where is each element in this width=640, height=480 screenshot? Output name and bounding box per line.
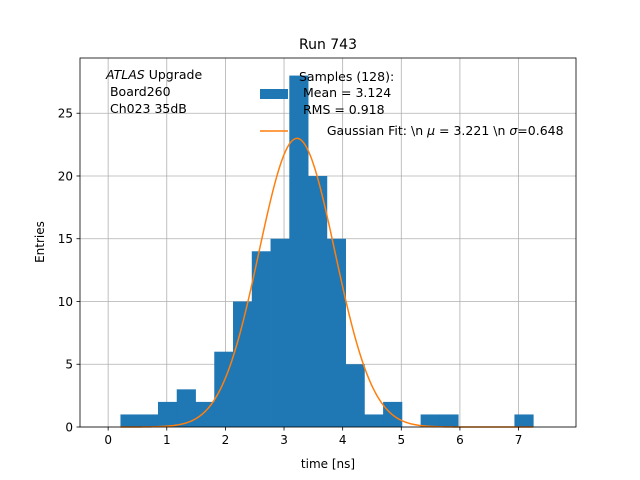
axes-frame <box>79 57 577 428</box>
legend-fit-part2: = 3.221 \n <box>435 123 509 138</box>
atlas-label: ATLAS <box>105 67 145 82</box>
legend-histogram-line3: RMS = 0.918 <box>299 102 385 117</box>
x-tick-label: 7 <box>515 433 523 447</box>
histogram-bar <box>308 175 328 427</box>
legend-fit-part1: Gaussian Fit: \n <box>327 123 427 138</box>
legend: Samples (128): Mean = 3.124 RMS = 0.918 … <box>260 69 583 138</box>
histogram-bar <box>251 251 271 427</box>
histogram-bar <box>233 301 253 427</box>
legend-fit-mu: μ <box>426 123 435 138</box>
legend-fit-part3: =0.648 <box>517 123 563 138</box>
y-tick-label: 10 <box>58 295 73 309</box>
histogram-bar <box>326 238 346 427</box>
x-tick-label: 2 <box>222 433 230 447</box>
atlas-annotation: ATLAS Upgrade Board260 Ch023 35dB <box>105 67 202 116</box>
histogram-bar <box>195 401 215 427</box>
x-tick-label: 0 <box>104 433 112 447</box>
legend-fit-label: Gaussian Fit: \n μ = 3.221 \n σ=0.648 <box>299 123 583 138</box>
histogram-bar <box>364 414 384 427</box>
histogram-bar <box>345 364 365 427</box>
histogram-bar <box>514 414 534 427</box>
legend-fit-sigma: σ <box>509 123 518 138</box>
histogram-bar <box>120 414 140 427</box>
histogram-bar <box>176 389 196 427</box>
x-tick-label: 6 <box>456 433 464 447</box>
histogram-bar <box>420 414 440 427</box>
y-tick-label: 0 <box>65 421 73 435</box>
histogram-bar <box>289 75 309 428</box>
axis-ticks: 0 1 2 3 4 5 6 7 0 5 10 15 20 25 <box>58 107 523 447</box>
y-axis-label: Entries <box>33 221 47 263</box>
chart-title: Run 743 <box>299 37 357 53</box>
y-tick-label: 5 <box>65 358 73 372</box>
y-tick-label: 25 <box>58 107 73 121</box>
board-label: Board260 <box>106 84 171 99</box>
histogram-bar <box>157 401 178 427</box>
legend-histogram-line2: Mean = 3.124 <box>299 85 391 100</box>
x-axis-label: time [ns] <box>301 457 355 471</box>
upgrade-label: Upgrade <box>145 67 203 82</box>
y-tick-label: 20 <box>58 169 73 183</box>
histogram-bars <box>120 75 534 428</box>
histogram-bar <box>439 414 459 427</box>
x-tick-label: 1 <box>163 433 171 447</box>
x-tick-label: 3 <box>280 433 288 447</box>
histogram-bar <box>270 238 290 427</box>
x-tick-label: 4 <box>339 433 347 447</box>
histogram-bar <box>139 414 159 427</box>
legend-histogram-swatch <box>260 89 288 99</box>
channel-label: Ch023 35dB <box>106 101 187 116</box>
svg-text:ATLAS Upgrade: ATLAS Upgrade <box>105 67 202 82</box>
legend-histogram-line1: Samples (128): <box>299 69 394 84</box>
x-tick-label: 5 <box>397 433 405 447</box>
y-tick-label: 15 <box>58 232 73 246</box>
